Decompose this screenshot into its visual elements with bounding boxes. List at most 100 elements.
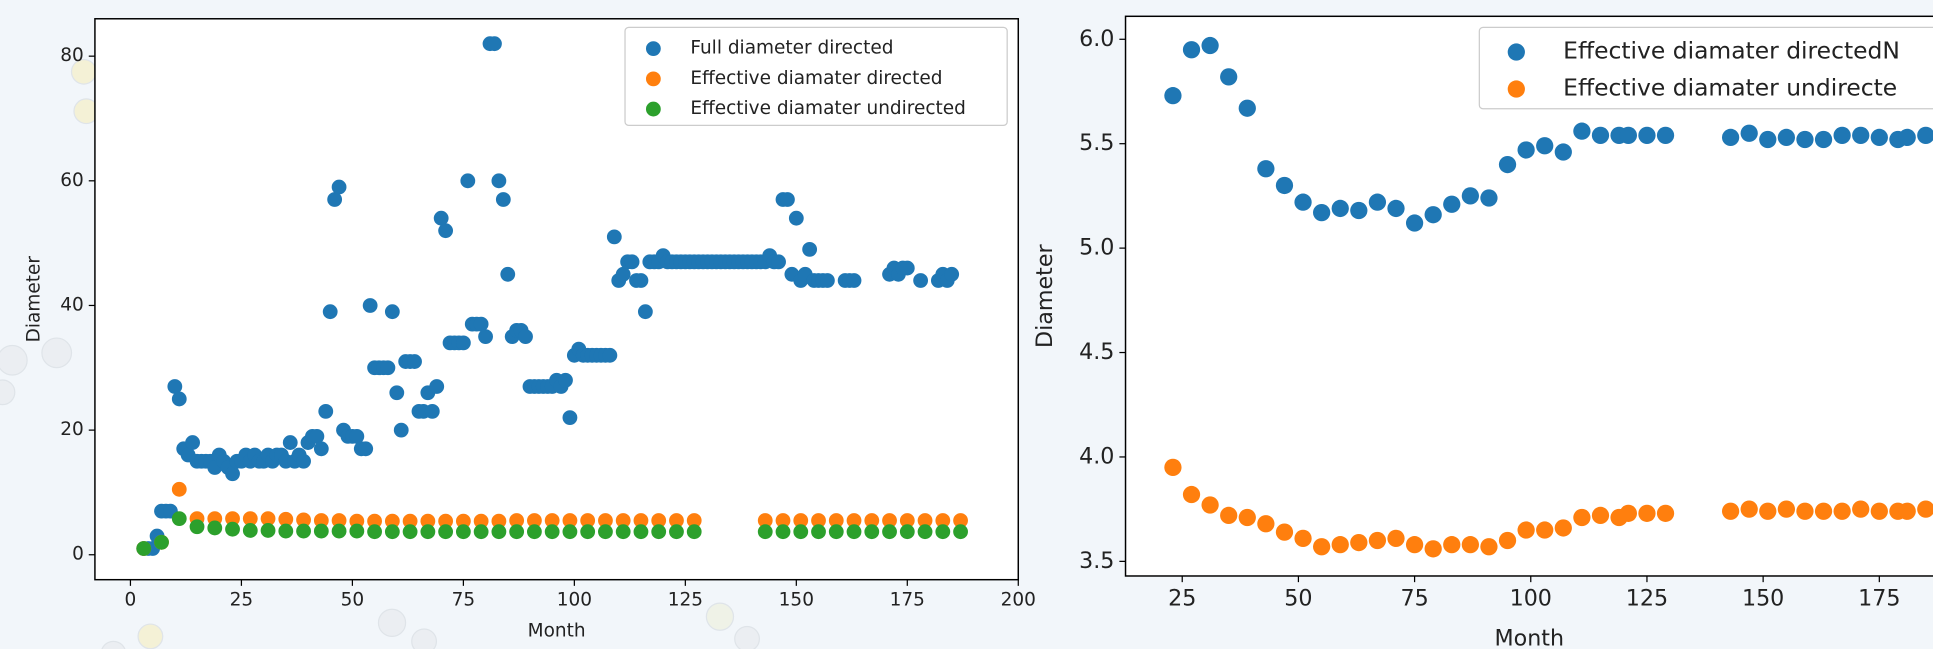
scatter-point xyxy=(438,223,454,239)
scatter-point xyxy=(500,266,516,282)
scatter-point xyxy=(864,524,880,540)
scatter-point xyxy=(1257,515,1275,533)
scatter-point xyxy=(669,513,684,528)
scatter-point xyxy=(771,254,786,270)
scatter-point xyxy=(1368,193,1387,211)
scatter-point xyxy=(473,513,489,529)
scatter-point xyxy=(1517,141,1535,159)
scatter-point xyxy=(527,513,542,528)
scatter-point xyxy=(1917,500,1933,518)
scatter-point xyxy=(171,391,187,407)
scatter-point xyxy=(402,513,418,529)
scatter-point xyxy=(487,36,502,52)
scatter-point xyxy=(1201,36,1219,55)
scatter-point xyxy=(296,512,311,528)
scatter-point xyxy=(864,513,880,528)
scatter-point xyxy=(433,210,449,226)
scatter-point xyxy=(260,511,276,527)
scatter-point xyxy=(438,524,454,540)
x-tick-label: 25 xyxy=(230,590,254,611)
points xyxy=(1164,36,1933,558)
scatter-point xyxy=(544,524,560,540)
scatter-point xyxy=(1405,214,1424,232)
scatter-point xyxy=(1833,502,1851,520)
scatter-point xyxy=(278,511,294,527)
scatter-point xyxy=(1517,521,1535,539)
scatter-point xyxy=(917,513,933,528)
scatter-point xyxy=(953,513,968,528)
scatter-point xyxy=(882,524,897,540)
scatter-point xyxy=(1870,128,1888,147)
scatter-point xyxy=(225,511,240,527)
scatter-point xyxy=(615,266,631,282)
scatter-point xyxy=(793,524,809,540)
scatter-point xyxy=(322,304,338,320)
legend-box xyxy=(1478,26,1933,110)
legend-label: Effective diamater undirected xyxy=(690,98,966,119)
scatter-point xyxy=(1498,531,1517,550)
scatter-point xyxy=(171,481,187,497)
scatter-point xyxy=(633,513,649,528)
scatter-point xyxy=(225,466,240,482)
scatter-point xyxy=(1480,538,1498,556)
scatter-point xyxy=(384,513,400,529)
scatter-point xyxy=(686,513,702,528)
legend-marker xyxy=(645,71,661,87)
scatter-point xyxy=(1275,523,1294,541)
scatter-point xyxy=(580,513,596,528)
scatter-point xyxy=(438,513,454,529)
y-tick-label: 40 xyxy=(60,294,84,315)
scatter-point xyxy=(1201,496,1219,514)
scatter-point xyxy=(1721,128,1740,147)
scatter-point xyxy=(793,513,809,528)
scatter-point xyxy=(598,524,613,540)
scatter-point xyxy=(944,266,960,282)
scatter-point xyxy=(1638,504,1656,522)
x-tick-label: 50 xyxy=(1284,586,1312,612)
x-tick-label: 25 xyxy=(1168,586,1196,612)
scatter-point xyxy=(349,428,365,444)
scatter-point xyxy=(393,422,409,438)
scatter-point xyxy=(828,524,844,540)
scatter-point xyxy=(1656,504,1675,522)
scatter-point xyxy=(455,335,471,351)
scatter-point xyxy=(358,441,374,457)
scatter-point xyxy=(637,304,653,320)
scatter-point xyxy=(1777,128,1796,147)
scatter-point xyxy=(225,521,240,537)
scatter-point xyxy=(207,520,223,536)
scatter-point xyxy=(242,511,258,527)
scatter-point xyxy=(1554,143,1572,161)
scatter-point xyxy=(1238,99,1256,117)
scatter-point xyxy=(1331,536,1349,554)
scatter-point xyxy=(882,513,897,528)
legend-marker xyxy=(1507,43,1525,61)
scatter-point xyxy=(1917,126,1933,144)
scatter-point xyxy=(1554,519,1572,537)
scatter-point xyxy=(846,273,862,288)
scatter-point xyxy=(331,179,347,195)
scatter-point xyxy=(1331,199,1349,218)
scatter-point xyxy=(1182,485,1201,504)
x-tick-label: 175 xyxy=(890,590,925,611)
y-tick-label: 3.5 xyxy=(1079,548,1114,574)
chart: 25 50 75 100 125 150 175 3.5 4.0 4.5 5.0 5.5 6.0 Mont… xyxy=(1032,15,1933,649)
scatter-point xyxy=(402,524,418,540)
y-axis-label: Diameter xyxy=(24,256,45,343)
scatter-point xyxy=(420,513,436,529)
scatter-point xyxy=(473,316,489,332)
scatter-point xyxy=(1814,502,1833,520)
scatter-point xyxy=(1164,458,1182,477)
scatter-point xyxy=(811,524,826,540)
scatter-point xyxy=(633,273,649,288)
legend-label: Full diameter directed xyxy=(690,38,893,59)
scatter-point xyxy=(775,524,791,540)
scatter-point xyxy=(580,524,596,540)
scatter-point xyxy=(460,173,476,189)
x-tick-label: 200 xyxy=(1001,590,1036,611)
scatter-point xyxy=(1591,126,1610,144)
scatter-point xyxy=(669,524,684,540)
scatter-point xyxy=(1294,193,1312,211)
scatter-point xyxy=(313,513,329,528)
scatter-point xyxy=(558,372,573,388)
